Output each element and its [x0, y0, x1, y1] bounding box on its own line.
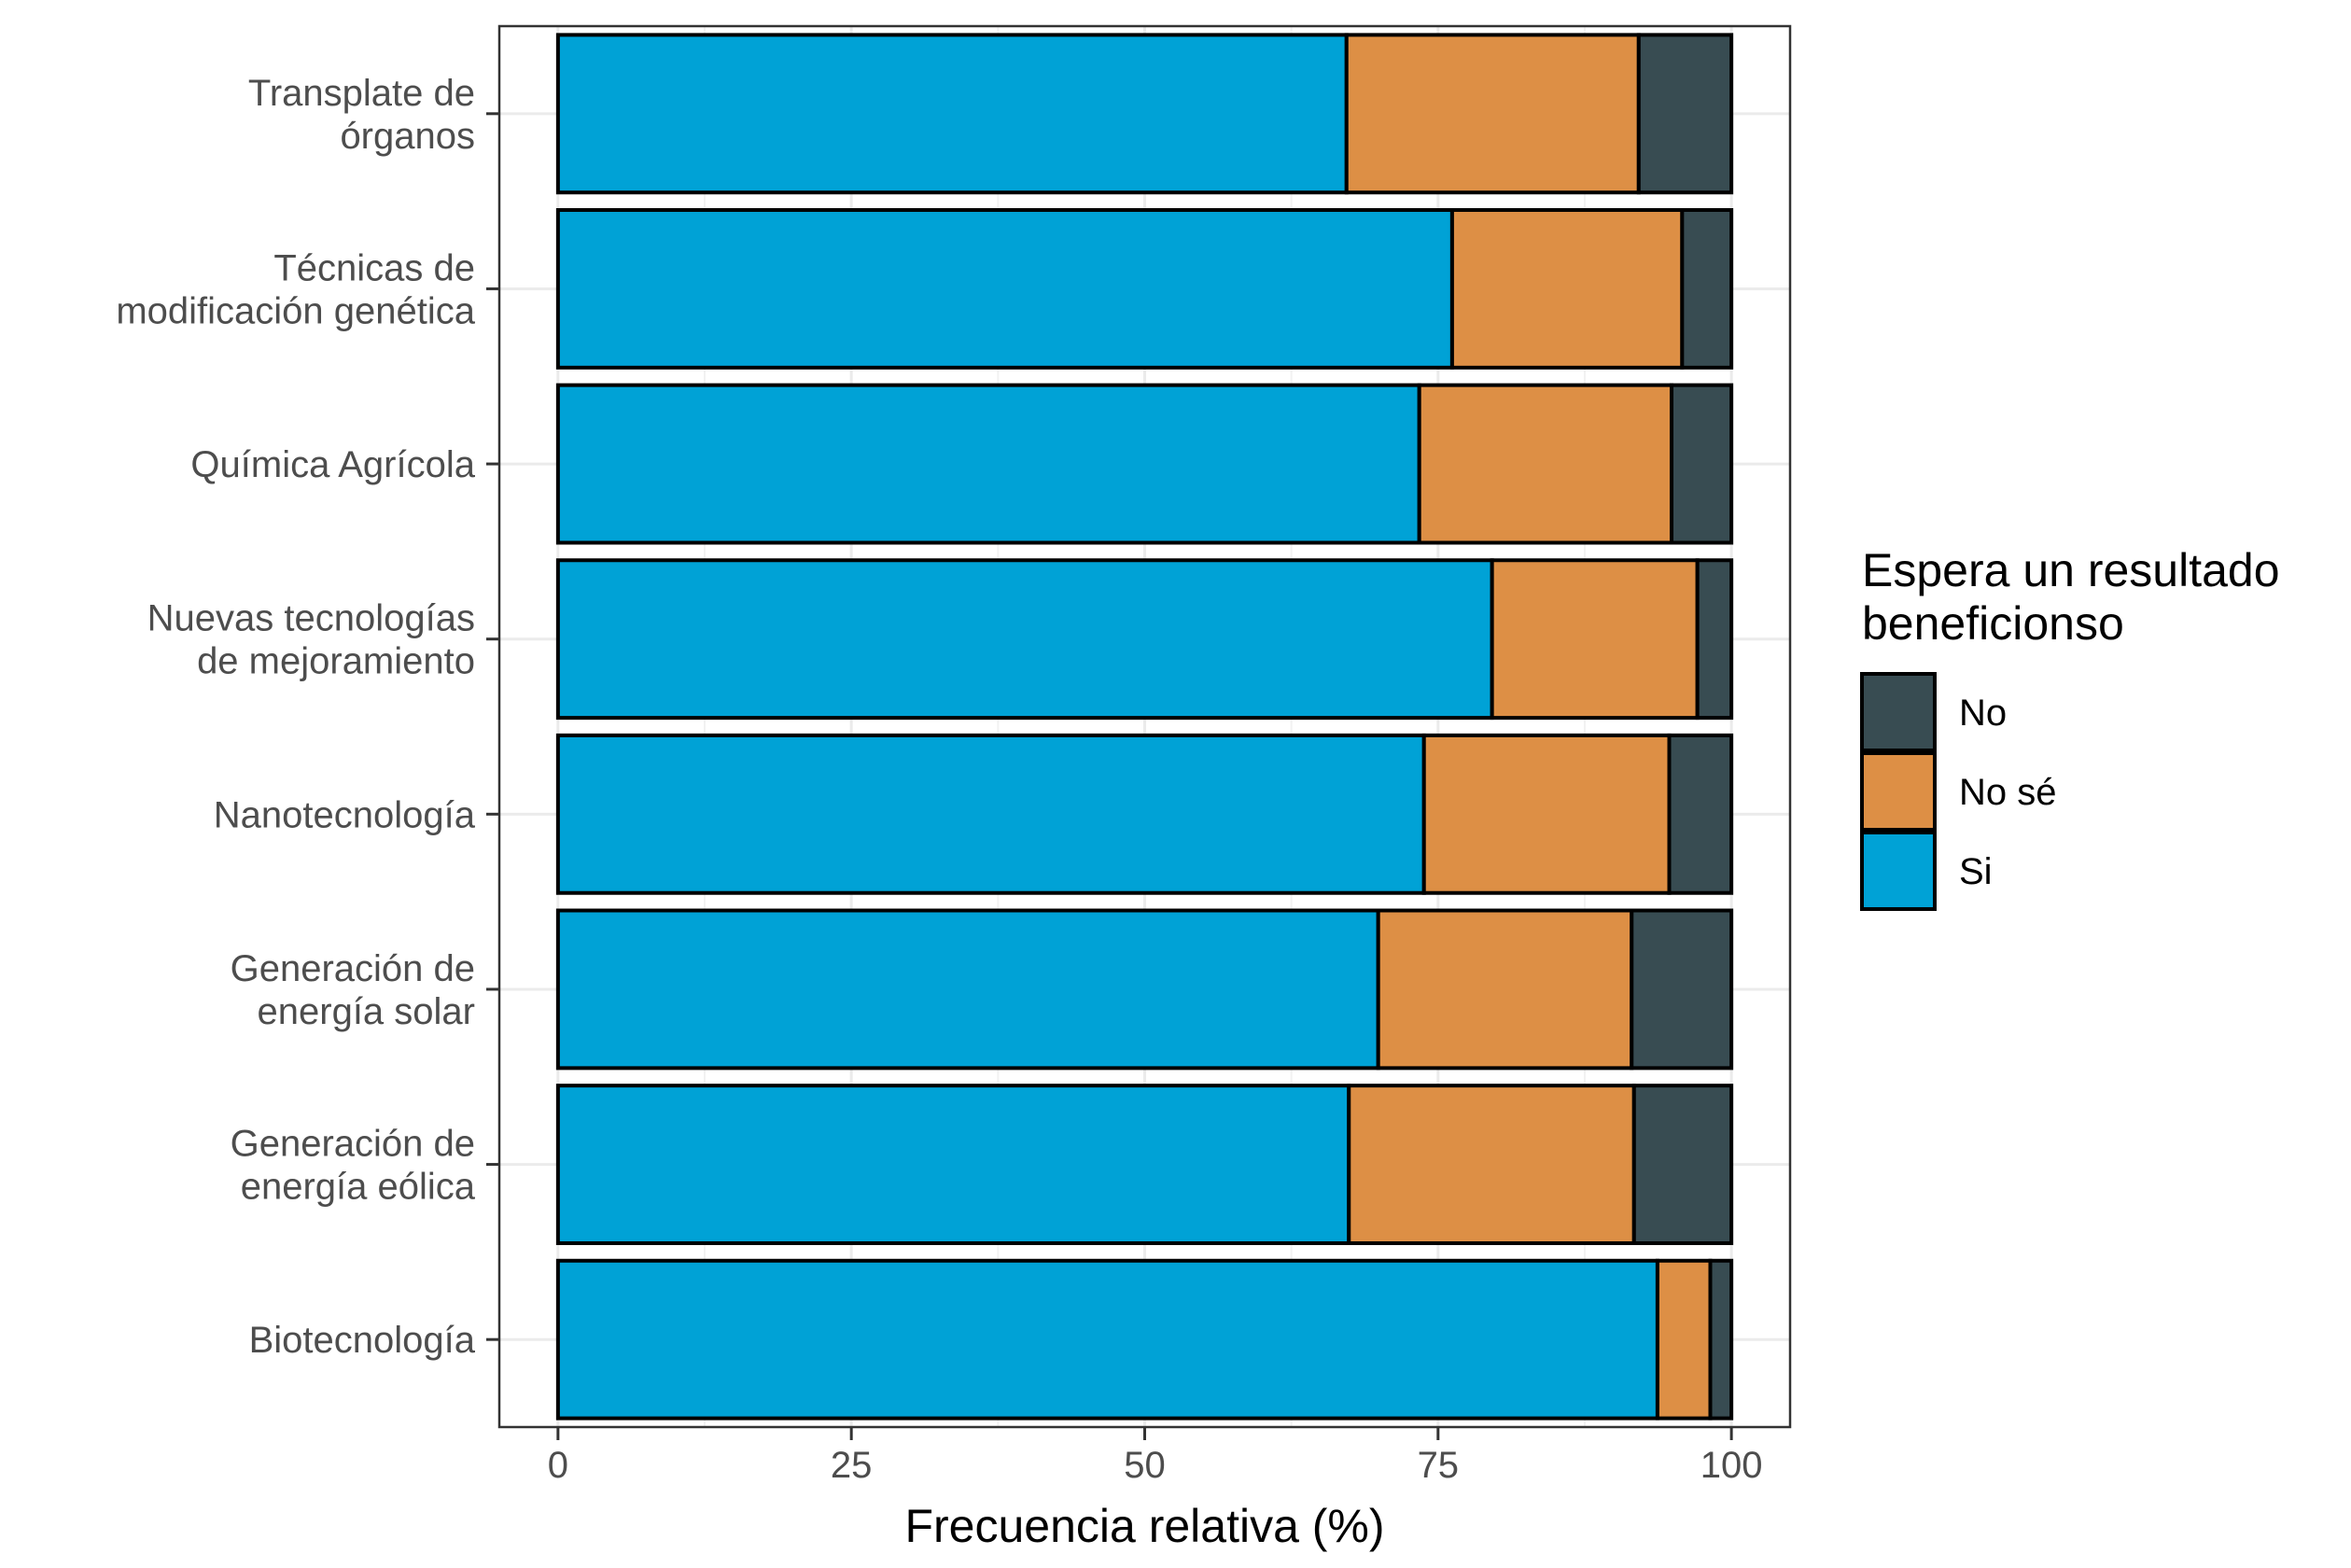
y-axis-tick-label-line: de mejoramiento — [197, 641, 475, 682]
bar-segment-si — [555, 733, 1426, 895]
bar-segment-no-s- — [1417, 383, 1674, 545]
y-axis-tick-label-line: modificación genética — [116, 290, 475, 331]
y-axis-tick-label: Técnicas de modificación genética — [116, 247, 475, 331]
legend-title-line: Espera un resultado — [1862, 544, 2280, 596]
bar-segment-no — [1667, 733, 1734, 895]
x-axis-tick-label: 50 — [1124, 1445, 1166, 1486]
y-axis-tick-label-line: Transplate de — [248, 73, 475, 114]
legend-title: Espera un resultado beneficionso — [1862, 544, 2280, 650]
legend: Espera un resultado beneficionso No No sé Si — [1860, 544, 2280, 911]
bar-segment-no-s- — [1655, 1258, 1713, 1421]
bar-segment-no — [1670, 383, 1734, 545]
bar-segment-no — [1708, 1258, 1734, 1421]
bar-segment-no — [1630, 908, 1734, 1071]
bar-segment-si — [555, 208, 1454, 370]
bar-segment-no-s- — [1344, 33, 1641, 195]
y-axis-tick-label: Generación de energía solar — [231, 948, 475, 1032]
bar-segment-no — [1680, 208, 1734, 370]
y-axis-tick-label-line: Nuevas tecnologías — [147, 598, 475, 639]
bar-segment-si — [555, 1084, 1351, 1245]
y-axis-tick-label-line: Biotecnología — [249, 1320, 476, 1361]
x-axis-tick-label: 75 — [1418, 1445, 1460, 1486]
y-axis: Transplate de órganos Técnicas de modificac… — [116, 73, 499, 1361]
bar-segment-si — [555, 33, 1349, 195]
legend-label: No — [1959, 693, 2007, 734]
bar-segment-no — [1631, 1084, 1734, 1245]
bar-segment-si — [555, 1258, 1659, 1421]
y-axis-tick-label-line: energía eólica — [241, 1167, 476, 1208]
bar-segment-no-s- — [1376, 908, 1634, 1071]
bar-segment-si — [555, 383, 1421, 545]
legend-title-line: beneficionso — [1862, 597, 2124, 650]
y-axis-tick-label: Transplate de órganos — [248, 73, 475, 157]
x-axis-tick-label: 100 — [1700, 1445, 1763, 1486]
x-axis-tick-label: 25 — [831, 1445, 873, 1486]
legend-key-no — [1860, 672, 1937, 752]
y-axis-tick-label: Nuevas tecnologías de mejoramiento — [147, 598, 475, 682]
legend-key-no-s- — [1860, 751, 1937, 832]
y-axis-tick-label: Nanotecnología — [214, 794, 476, 835]
y-axis-tick-label-line: Química Agrícola — [190, 444, 475, 485]
y-axis-tick-label-line: órganos — [340, 116, 475, 157]
y-axis-tick-label: Generación de energía eólica — [231, 1124, 476, 1208]
bar-segment-no-s- — [1347, 1084, 1636, 1245]
bar-segment-no — [1695, 558, 1734, 721]
y-axis-tick-label: Química Agrícola — [190, 444, 475, 485]
bar-segment-si — [555, 558, 1494, 721]
bar-segment-si — [555, 908, 1380, 1071]
bar-segment-no-s- — [1421, 733, 1672, 895]
y-axis-tick-label: Biotecnología — [249, 1320, 476, 1361]
legend-key-si — [1860, 831, 1937, 911]
y-axis-tick-label-line: Técnicas de — [273, 247, 475, 288]
y-axis-tick-label-line: energía solar — [258, 991, 475, 1032]
bars — [555, 33, 1734, 1421]
x-axis: 0 25 50 75 100 — [548, 1427, 1763, 1486]
legend-label: Si — [1959, 851, 1993, 892]
x-axis-title: Frecuencia relativa (%) — [904, 1500, 1384, 1552]
legend-label: No sé — [1959, 772, 2057, 813]
y-axis-tick-label-line: Generación de — [231, 948, 475, 989]
bar-segment-no-s- — [1490, 558, 1700, 721]
y-axis-tick-label-line: Nanotecnología — [214, 794, 476, 835]
bar-segment-no — [1636, 33, 1734, 195]
x-axis-tick-label: 0 — [548, 1445, 568, 1486]
y-axis-tick-label-line: Generación de — [231, 1124, 475, 1165]
bar-segment-no-s- — [1449, 208, 1685, 370]
